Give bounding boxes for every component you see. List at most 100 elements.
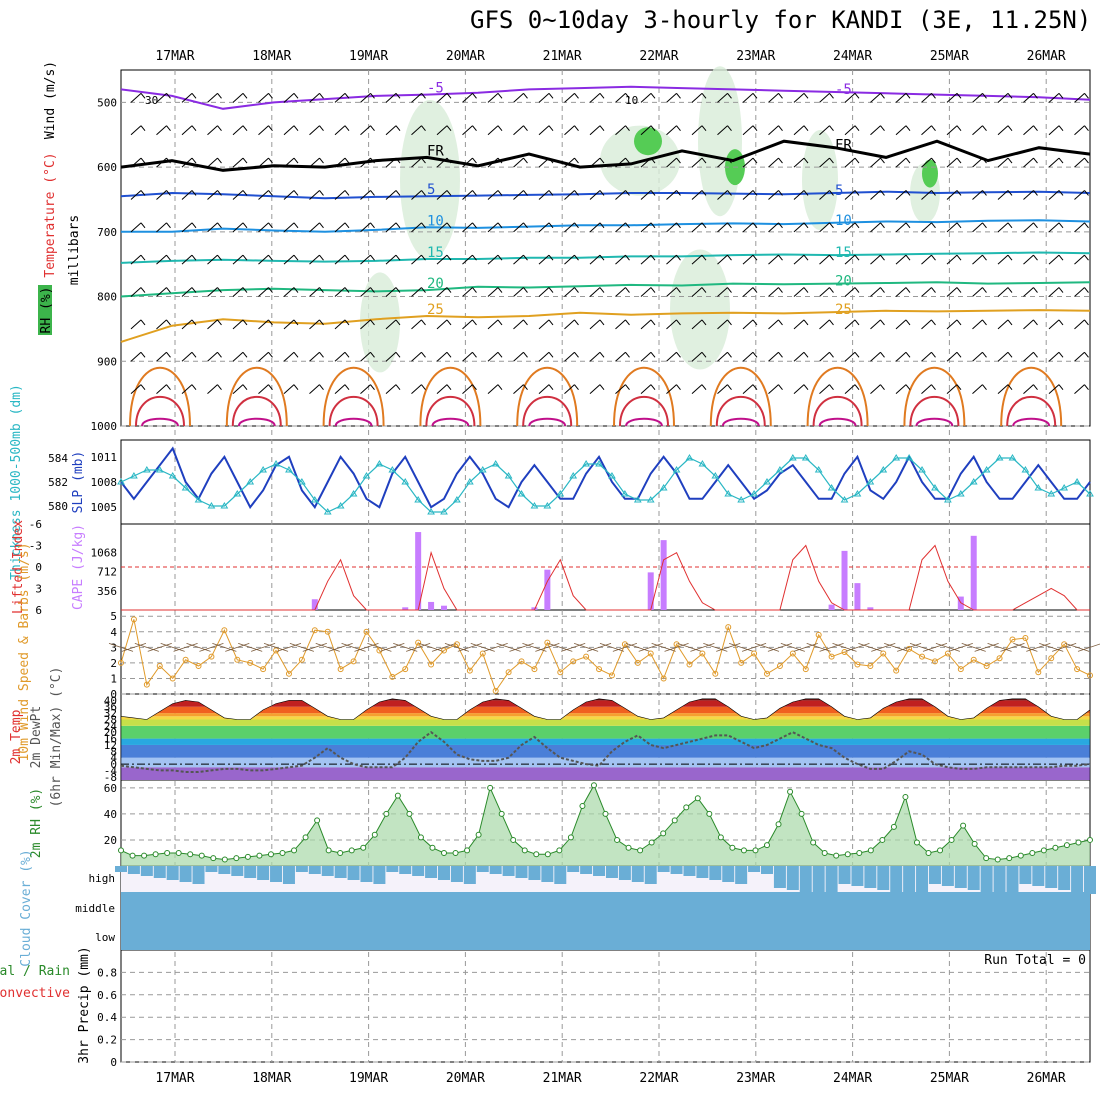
thickness-marker: [608, 472, 616, 479]
wind-barb-flag: [701, 190, 707, 196]
wind10m-barb: [1064, 642, 1090, 652]
wind10m-barb: [238, 642, 263, 652]
wind-barb-flag: [268, 319, 273, 326]
wind-barb: [895, 287, 907, 297]
wind-barb-flag: [905, 287, 911, 293]
rh-marker: [983, 855, 990, 862]
wind-barb: [1023, 125, 1034, 136]
wind-barb-flag: [319, 222, 324, 229]
wind-barb-flag: [1058, 222, 1064, 229]
pressure-tick: 500: [97, 96, 117, 109]
thickness-marker: [1047, 490, 1056, 497]
wind-barb: [181, 319, 193, 330]
cape-bar: [428, 601, 435, 610]
wind-barb: [360, 319, 371, 330]
wind-barb-flag: [370, 157, 375, 164]
thickness-marker: [879, 466, 888, 473]
wind-barb-flag: [1084, 351, 1089, 358]
wind-barb-flag: [166, 125, 171, 132]
wind-barb: [360, 92, 371, 103]
rh-marker: [602, 810, 609, 817]
cape-bar: [660, 540, 667, 610]
isotherm-label: 15: [835, 245, 852, 261]
cloud-high-bar: [140, 866, 153, 876]
wind-barb: [793, 287, 805, 297]
isotherm-label: 10: [427, 213, 444, 229]
slp-line: [120, 446, 1091, 510]
cloud-high-bar: [1006, 866, 1019, 896]
wind-barb: [946, 125, 958, 136]
wind10m-marker: [156, 663, 163, 669]
wind-barb-flag: [191, 222, 197, 229]
date-label-bottom: 17MAR: [155, 1071, 194, 1086]
wind-barb-flag: [1058, 190, 1064, 196]
wind-barb-flag: [472, 93, 477, 99]
wind-barb: [589, 125, 601, 136]
wind-barb-flag: [217, 254, 222, 261]
thickness-marker: [569, 472, 578, 479]
wind-barb-flag: [931, 125, 936, 132]
cloud-high-bar: [1084, 866, 1096, 894]
wind-barb: [156, 287, 167, 297]
wind10m-marker: [195, 663, 202, 669]
cloud-high-bar: [166, 866, 179, 880]
wind-barb: [411, 384, 422, 395]
wind-barb: [1048, 157, 1060, 168]
wind-barb-flag: [931, 222, 936, 229]
wind-barb-flag: [191, 254, 197, 261]
wind-barb: [895, 190, 907, 200]
wind10m-barb: [509, 642, 534, 652]
wind10m-barb: [1052, 642, 1077, 652]
thickness-marker: [427, 508, 435, 515]
wind-barb: [666, 92, 677, 103]
wind-barb: [870, 319, 881, 330]
date-label-top: 20MAR: [446, 49, 485, 64]
wind-barb-flag: [625, 384, 630, 390]
wind-barb: [513, 222, 524, 233]
wind-barb: [589, 157, 601, 168]
thickness-marker: [918, 466, 926, 473]
wind-barb: [946, 351, 958, 362]
wind-barb-flag: [217, 157, 222, 164]
wind-barb: [895, 157, 907, 168]
wind-barb-flag: [829, 190, 834, 196]
wind-barb: [691, 190, 703, 200]
rh-marker: [233, 855, 240, 862]
cloud-high-bar: [1045, 866, 1058, 888]
wind-barb-flag: [140, 384, 146, 390]
wind-barb: [334, 254, 346, 265]
thickness-marker: [349, 490, 358, 497]
wind-barb-flag: [676, 351, 681, 358]
wind-barb: [181, 351, 193, 362]
wind-barb-flag: [905, 222, 911, 229]
temp-band: [121, 757, 1090, 768]
axis-title-cloud: Cloud Cover (%): [19, 849, 34, 966]
wind-barb: [309, 125, 320, 136]
date-label-top: 18MAR: [252, 49, 291, 64]
wind-barb: [640, 190, 652, 200]
wind-barb-flag: [523, 254, 528, 261]
wind-barb-flag: [242, 351, 248, 358]
wind-barb: [768, 92, 779, 103]
wind-barb: [793, 384, 805, 395]
wind-barb: [844, 190, 856, 200]
isotherm-label: FR: [427, 143, 444, 159]
rh-marker: [937, 847, 944, 854]
wind10m-marker: [570, 658, 577, 665]
rh-marker: [1006, 855, 1013, 862]
chart-title: GFS 0~10day 3-hourly for KANDI (3E, 11.2…: [470, 6, 1092, 34]
wind-barb-flag: [370, 287, 375, 293]
wind-barb-flag: [956, 125, 962, 132]
thickness-marker: [737, 496, 746, 503]
wind-barb-flag: [574, 190, 579, 196]
wind-barb: [844, 351, 856, 362]
wind-barb-flag: [727, 351, 732, 358]
wind-barb: [513, 190, 524, 200]
wind-barb: [870, 384, 881, 395]
wind-barb-flag: [574, 351, 579, 358]
wind-barb: [564, 319, 575, 330]
wind10m-barb: [121, 642, 147, 652]
wind-barb: [436, 157, 448, 168]
wind-barb: [640, 157, 652, 168]
wind10m-marker: [557, 669, 564, 676]
